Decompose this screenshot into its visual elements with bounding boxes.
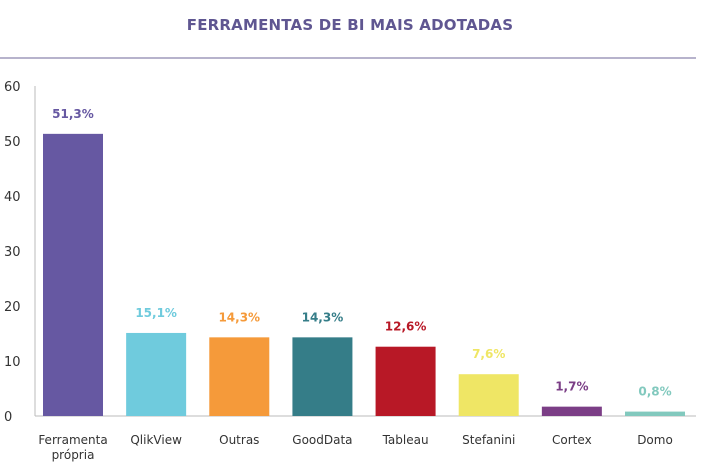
- value-label: 15,1%: [135, 306, 177, 320]
- bar: [458, 374, 519, 416]
- bars: [43, 133, 685, 416]
- bar: [625, 411, 685, 416]
- y-tick-label: 10: [4, 355, 21, 370]
- bar: [126, 332, 187, 416]
- category-label-line: própria: [52, 448, 95, 462]
- y-tick-label: 0: [4, 410, 12, 425]
- category-label-line: Outras: [219, 433, 259, 447]
- value-label: 7,6%: [472, 347, 505, 361]
- category-label: Tableau: [382, 433, 429, 447]
- category-label-line: Domo: [637, 433, 673, 447]
- category-label-line: GoodData: [292, 433, 352, 447]
- category-label-line: Tableau: [382, 433, 429, 447]
- chart-title: FERRAMENTAS DE BI MAIS ADOTADAS: [187, 16, 513, 34]
- category-label-line: Stefanini: [462, 433, 515, 447]
- category-label: GoodData: [292, 433, 352, 447]
- y-tick-label: 60: [4, 80, 21, 95]
- value-label: 51,3%: [52, 107, 94, 121]
- y-tick-label: 40: [4, 190, 21, 205]
- category-label: Stefanini: [462, 433, 515, 447]
- y-tick-label: 30: [4, 245, 21, 260]
- category-label: Ferramenta própria: [38, 433, 107, 462]
- bar: [43, 133, 103, 416]
- category-label: QlikView: [130, 433, 182, 447]
- bar: [209, 337, 270, 416]
- category-labels: Ferramenta própria QlikView Outras GoodData T…: [38, 433, 673, 462]
- category-label: Domo: [637, 433, 673, 447]
- value-label: 0,8%: [638, 385, 671, 399]
- category-label-line: QlikView: [130, 433, 182, 447]
- y-tick-label: 50: [4, 135, 21, 150]
- value-label: 1,7%: [555, 380, 588, 394]
- category-label: Cortex: [552, 433, 592, 447]
- value-labels: 51,3% 15,1% 14,3% 14,3% 12,6% 7,6% 1,7% 0,8%: [52, 107, 671, 399]
- bar: [541, 406, 602, 416]
- bar: [375, 346, 436, 416]
- value-label: 14,3%: [218, 310, 260, 324]
- category-label-line: Ferramenta: [38, 433, 107, 447]
- category-label: Outras: [219, 433, 259, 447]
- category-label-line: Cortex: [552, 433, 592, 447]
- value-label: 14,3%: [302, 310, 344, 324]
- bar: [292, 337, 353, 416]
- y-tick-label: 20: [4, 300, 21, 315]
- y-axis-ticks: 0 10 20 30 40 50 60: [4, 80, 21, 425]
- value-label: 12,6%: [385, 320, 427, 334]
